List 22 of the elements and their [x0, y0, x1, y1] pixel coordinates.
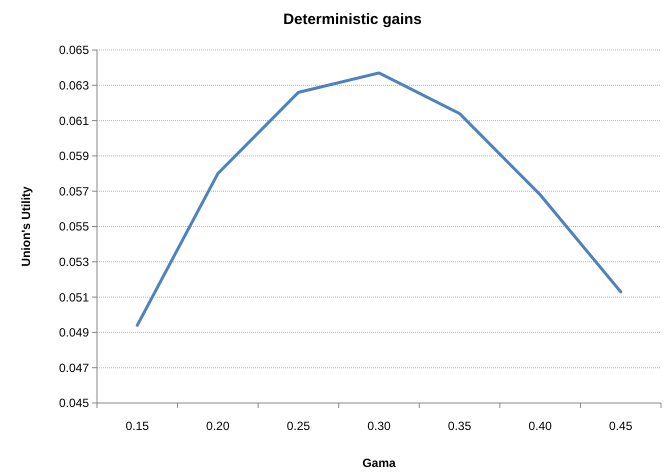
- y-axis-title: Union's Utility: [19, 186, 33, 267]
- y-tick-label: 0.049: [58, 326, 90, 340]
- x-tick-label: 0.30: [367, 419, 391, 433]
- y-tick-label: 0.051: [58, 290, 90, 304]
- y-tick-label: 0.045: [58, 396, 90, 410]
- y-tick-label: 0.047: [58, 360, 90, 375]
- y-tick-label: 0.063: [58, 78, 90, 92]
- x-tick-label: 0.35: [448, 419, 472, 433]
- y-tick-label: 0.057: [58, 184, 90, 198]
- y-tick-label: 0.059: [58, 149, 90, 164]
- y-tick-label: 0.065: [58, 43, 90, 58]
- line-series: [136, 71, 622, 327]
- x-axis-title: Gama: [362, 456, 396, 470]
- x-tick-label: 0.45: [609, 419, 633, 433]
- chart-title: Deterministic gains: [283, 11, 422, 28]
- x-tick-label: 0.40: [528, 419, 552, 433]
- x-tick-label: 0.15: [126, 419, 150, 433]
- y-tick-label: 0.061: [58, 114, 90, 128]
- y-tick-label: 0.055: [58, 220, 90, 234]
- x-tick-label: 0.20: [206, 419, 230, 433]
- x-tick-label: 0.25: [286, 419, 310, 433]
- y-tick-label: 0.053: [58, 255, 90, 269]
